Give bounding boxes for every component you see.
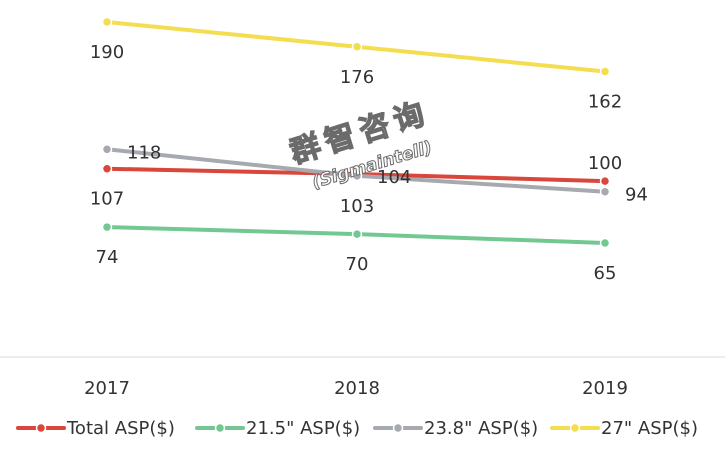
legend-label: 27" ASP($): [601, 418, 698, 439]
data-label: 104: [377, 167, 411, 188]
series-layer: [101, 16, 611, 249]
data-label: 65: [594, 263, 617, 284]
series-3: [101, 144, 611, 197]
data-label: 74: [96, 247, 119, 268]
legend-item: Total ASP($): [16, 418, 175, 439]
data-label: 162: [588, 92, 622, 113]
data-point: [351, 170, 363, 182]
data-point: [599, 237, 611, 249]
data-point: [599, 175, 611, 187]
x-tick-label: 2018: [334, 378, 380, 399]
legend-swatch-marker: [35, 422, 47, 434]
data-label: 103: [340, 196, 374, 217]
x-tick-labels: 2017 2018 2019: [84, 378, 628, 399]
legend-label: Total ASP($): [66, 418, 175, 439]
series-4: [101, 16, 611, 77]
legend-label: 23.8" ASP($): [424, 418, 538, 439]
data-point: [351, 228, 363, 240]
legend-item: 23.8" ASP($): [373, 418, 538, 439]
data-labels-layer: 107 104 100 74 70 65 118 103 94 190 176 162: [90, 42, 648, 284]
legend-swatch-marker: [569, 422, 581, 434]
data-point: [101, 16, 113, 28]
data-label: 176: [340, 67, 374, 88]
legend-label: 21.5" ASP($): [246, 418, 360, 439]
x-tick-label: 2017: [84, 378, 130, 399]
data-label: 107: [90, 189, 124, 210]
data-point: [101, 221, 113, 233]
data-label: 70: [346, 254, 369, 275]
legend-item: 21.5" ASP($): [195, 418, 360, 439]
data-point: [101, 163, 113, 174]
legend: Total ASP($) 21.5" ASP($) 23.8" ASP($) 27" …: [16, 418, 698, 439]
legend-item: 27" ASP($): [550, 418, 698, 439]
data-point: [351, 41, 363, 53]
data-label: 118: [127, 142, 161, 163]
x-tick-label: 2019: [582, 378, 628, 399]
data-point: [101, 144, 113, 155]
data-label: 100: [588, 153, 622, 174]
data-label: 190: [90, 42, 124, 63]
data-label: 94: [625, 185, 648, 206]
legend-swatch-marker: [214, 422, 226, 434]
legend-swatch-marker: [392, 422, 404, 434]
series-2: [101, 221, 611, 249]
data-point: [599, 186, 611, 197]
data-point: [599, 66, 611, 77]
